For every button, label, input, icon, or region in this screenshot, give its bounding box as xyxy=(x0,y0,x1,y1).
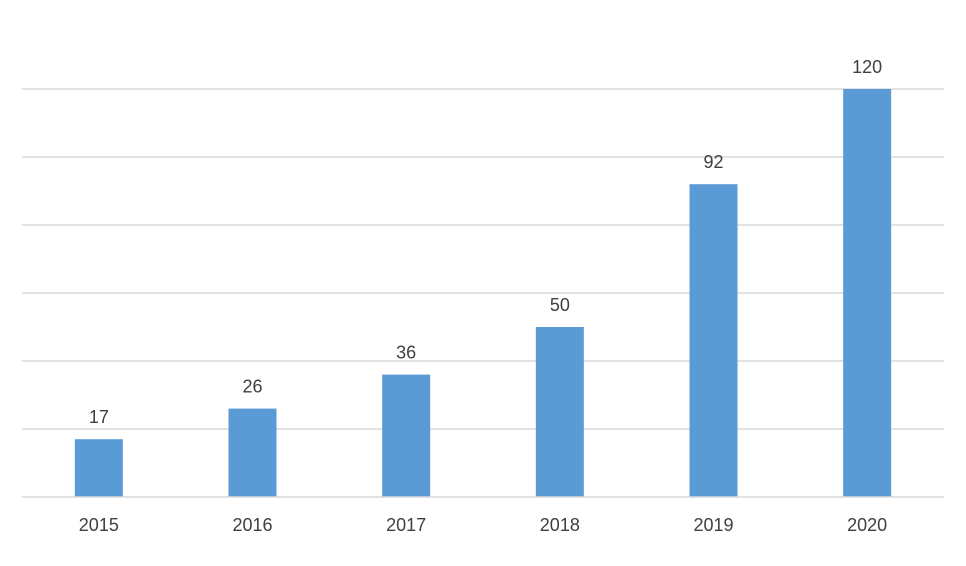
bar-2018 xyxy=(535,327,584,497)
data-labels: 17 26 36 50 92 120 xyxy=(89,57,882,427)
bar-2019 xyxy=(689,184,738,497)
bar-2015 xyxy=(74,439,123,497)
bar-2016 xyxy=(228,408,277,497)
bar-2020 xyxy=(843,89,892,497)
x-tick-label-2015: 2015 xyxy=(79,515,119,535)
data-label-2019: 92 xyxy=(703,152,723,172)
data-label-2020: 120 xyxy=(852,57,882,77)
data-label-2018: 50 xyxy=(550,295,570,315)
gridlines xyxy=(22,88,944,430)
x-tick-labels: 2015 2016 2017 2018 2019 2020 xyxy=(79,515,887,535)
bar-2017 xyxy=(382,374,431,497)
x-tick-label-2018: 2018 xyxy=(540,515,580,535)
data-label-2015: 17 xyxy=(89,407,109,427)
x-tick-label-2017: 2017 xyxy=(386,515,426,535)
bars xyxy=(74,89,892,497)
x-tick-label-2019: 2019 xyxy=(693,515,733,535)
x-tick-label-2016: 2016 xyxy=(232,515,272,535)
x-tick-label-2020: 2020 xyxy=(847,515,887,535)
data-label-2017: 36 xyxy=(396,343,416,363)
data-label-2016: 26 xyxy=(242,377,262,397)
